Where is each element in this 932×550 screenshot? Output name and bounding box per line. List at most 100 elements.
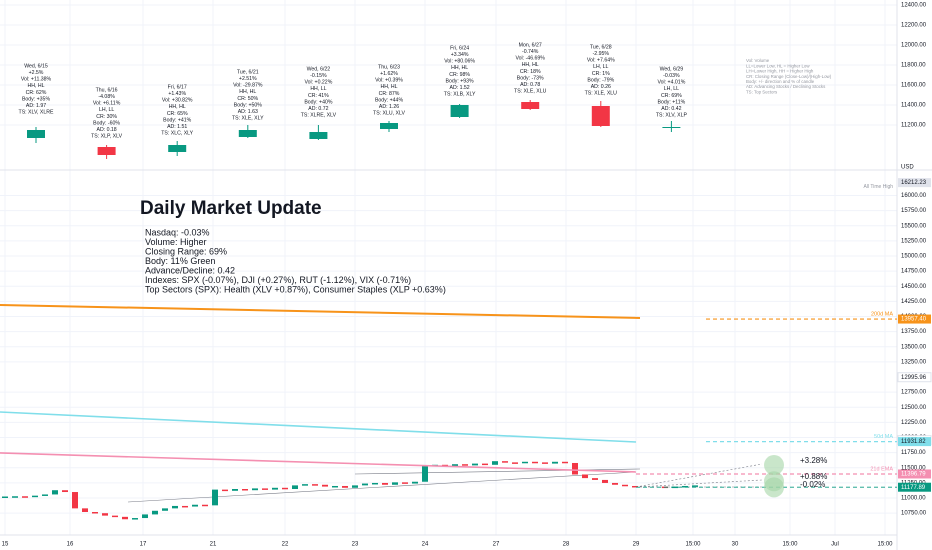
update-title: Daily Market Update	[140, 198, 322, 219]
y-tick-label: 16000.00	[901, 193, 927, 199]
trend-line	[354, 468, 641, 475]
intraday-candle	[632, 485, 638, 488]
legend-line: LL=Lower Low, HL = Higher Low	[746, 63, 810, 68]
day-annotation: Vol: +0.22%	[304, 80, 332, 86]
intraday-candle	[42, 494, 48, 496]
y-tick-label: 10750.00	[901, 511, 927, 517]
day-annotation: CR: 18%	[520, 69, 541, 75]
day-annotation: Body: +41%	[163, 117, 192, 123]
candle-body	[97, 147, 116, 155]
x-tick-label: 24	[422, 542, 429, 548]
y-tick-label: 14250.00	[901, 299, 927, 305]
y-tick-label: 12400.00	[901, 3, 927, 9]
x-tick-label: 29	[633, 542, 640, 548]
info-line: Indexes: SPX (-0.07%), DJI (+0.27%), RUT…	[145, 275, 411, 285]
intraday-candle	[552, 461, 558, 464]
y-tick-label: 15750.00	[901, 208, 927, 214]
intraday-candle	[472, 463, 478, 466]
legend-line: AD: Advancing Stocks / Declining Stocks	[746, 84, 826, 89]
price-tag-label: 12995.96	[901, 375, 927, 381]
day-annotation: TS: XLC, XLY	[161, 131, 193, 137]
day-annotation: AD: 1.52	[450, 85, 470, 91]
day-annotation: AD: 1.51	[167, 124, 187, 130]
y-tick-label: 14500.00	[901, 284, 927, 290]
day-annotation: LH, LL	[593, 64, 608, 70]
intraday-candle	[602, 479, 608, 483]
price-tag-label: 11931.82	[901, 439, 926, 445]
intraday-candle	[292, 485, 298, 490]
price-tag-label: 16212.23	[901, 180, 927, 186]
day-annotation: AD: 0.26	[591, 84, 611, 90]
intraday-candle	[682, 485, 688, 488]
day-annotation: Mon, 6/27	[519, 42, 542, 48]
intraday-candle	[352, 485, 358, 488]
price-tag	[898, 482, 931, 492]
price-tag	[898, 469, 931, 479]
y-tick-label: 11800.00	[901, 63, 926, 69]
candle-body	[662, 127, 681, 128]
day-annotation: TS: XLE, XLU	[514, 89, 547, 95]
day-annotation: -0.74%	[522, 49, 539, 55]
intraday-candle	[252, 488, 258, 491]
intraday-candle	[92, 511, 98, 514]
x-tick-label: 23	[352, 542, 359, 548]
intraday-candle	[302, 484, 308, 486]
day-annotation: +1.43%	[168, 91, 186, 97]
trend-line	[635, 479, 763, 488]
day-annotation: CR: 65%	[167, 111, 188, 117]
day-annotation: HH, HL	[169, 104, 186, 110]
day-annotation: +2.5%	[29, 70, 44, 76]
price-tag	[898, 314, 931, 324]
candle-body	[380, 123, 398, 129]
grid	[0, 0, 897, 535]
info-line: Nasdaq: -0.03%	[145, 227, 210, 237]
intraday-candle	[162, 508, 168, 511]
intraday-candle	[112, 515, 118, 518]
day-annotation: Wed, 6/22	[307, 66, 331, 72]
y-tick-label: 12200.00	[901, 23, 927, 29]
x-tick-label: 17	[140, 542, 147, 548]
day-annotation: Vol: +0.39%	[375, 78, 403, 84]
day-annotation: AD: 0.72	[308, 106, 328, 112]
intraday-candle	[542, 462, 548, 464]
day-annotation: Body: +11%	[658, 99, 686, 105]
price-tag-label: 11177.89	[901, 485, 926, 491]
candle-body	[591, 106, 610, 126]
day-annotation: TS: XLV, XLRE	[19, 110, 54, 116]
day-annotation: Vol: +11.38%	[21, 77, 52, 83]
day-annotation: Body: +50%	[234, 102, 263, 108]
day-annotation: TS: XLRE, XLV	[301, 113, 337, 119]
info-line: Volume: Higher	[145, 237, 207, 247]
day-annotation: Body: -73%	[517, 75, 544, 81]
x-tick-label: 15:00	[685, 542, 701, 548]
legend-line: Body: +/- direction and % of candle	[746, 79, 815, 84]
intraday-candle	[462, 464, 468, 466]
day-annotation: HH, HL	[27, 83, 44, 89]
day-annotation: TS: XLB, XLY	[444, 92, 476, 98]
intraday-candle	[132, 518, 138, 520]
day-annotation: Vol: +30.82%	[162, 98, 193, 104]
x-tick-label: 22	[282, 542, 289, 548]
x-tick-label: 15	[2, 542, 9, 548]
day-annotation: HH, HL	[239, 89, 256, 95]
day-annotation: Body: -79%	[587, 77, 614, 83]
intraday-candle	[242, 489, 248, 491]
y-tick-label: 11200.00	[901, 123, 926, 129]
day-annotation: CR: 69%	[661, 93, 682, 99]
intraday-candle	[62, 490, 68, 493]
moving-average	[0, 303, 641, 319]
intraday-candle	[582, 474, 588, 479]
intraday-candle	[512, 462, 518, 464]
day-annotation: Vol: +7.64%	[587, 58, 615, 64]
day-annotation: Thu, 6/16	[96, 87, 118, 93]
intraday-candle	[332, 485, 338, 488]
legend-line: TS: Top Sectors	[746, 89, 778, 94]
day-annotation: -0.15%	[310, 73, 327, 79]
y-tick-label: 13750.00	[901, 329, 927, 335]
y-tick-label: 11500.00	[901, 465, 926, 471]
y-tick-label: 12750.00	[901, 390, 927, 396]
day-annotation: CR: 30%	[96, 114, 117, 120]
day-annotation: Fri, 6/17	[168, 84, 187, 90]
ma-label: 50d MA	[874, 434, 893, 440]
intraday-candle	[212, 489, 218, 506]
